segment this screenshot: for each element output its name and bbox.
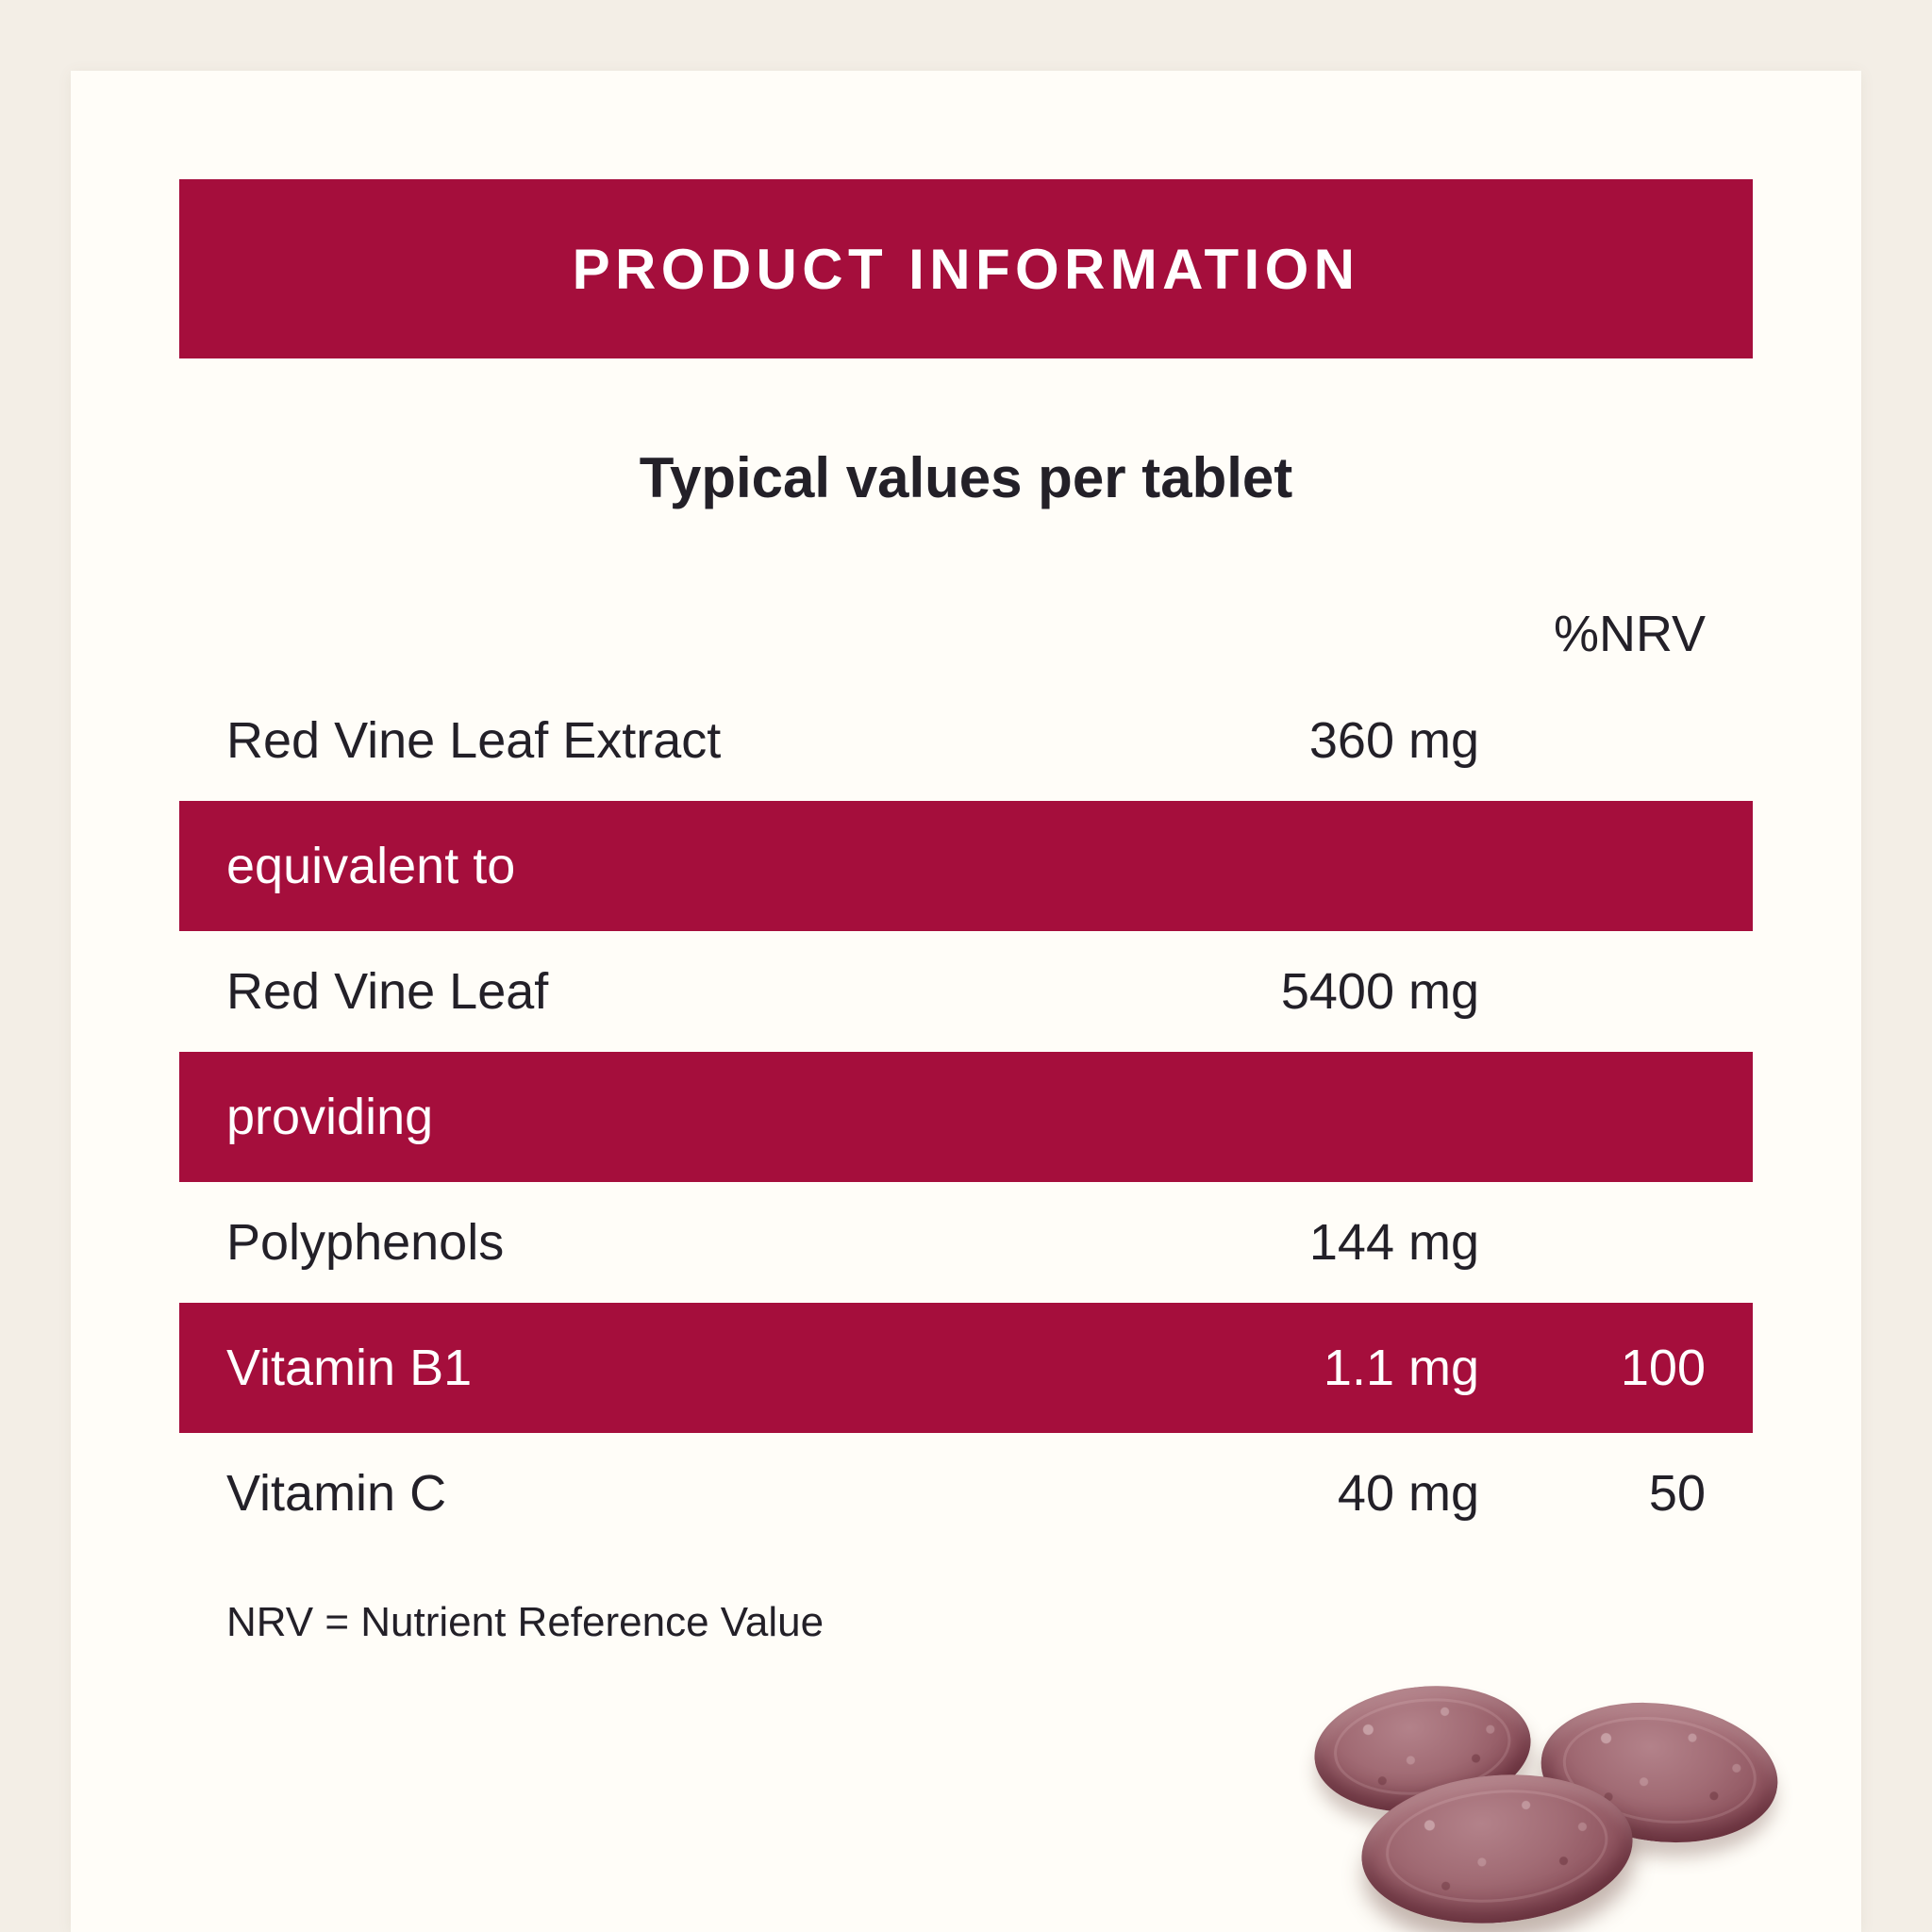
nrv-footnote: NRV = Nutrient Reference Value (226, 1599, 824, 1645)
label-content: PRODUCT INFORMATION Typical values per t… (179, 71, 1753, 1646)
row-label: Red Vine Leaf Extract (226, 712, 722, 769)
row-amount: 144 mg (1308, 1214, 1479, 1271)
table-row-red-vine-leaf: Red Vine Leaf 5400 mg (179, 931, 1753, 1052)
table-subtitle: Typical values per tablet (639, 446, 1293, 509)
table-row-polyphenols: Polyphenols 144 mg (179, 1182, 1753, 1303)
row-amount: 40 mg (1337, 1465, 1479, 1522)
header-banner: PRODUCT INFORMATION (179, 179, 1753, 358)
nrv-column-header: %NRV (1553, 606, 1706, 662)
band-label: equivalent to (226, 838, 516, 894)
row-label: Polyphenols (226, 1214, 505, 1271)
tablets-photo (1305, 1670, 1814, 1932)
band-providing: providing (179, 1052, 1753, 1182)
row-amount: 5400 mg (1280, 963, 1479, 1020)
nutrition-table: %NRV Red Vine Leaf Extract 360 mg equiva… (179, 559, 1753, 1554)
band-equivalent-to: equivalent to (179, 801, 1753, 931)
row-amount: 360 mg (1308, 712, 1479, 769)
band-label: providing (226, 1089, 434, 1145)
row-nrv: 50 (1648, 1465, 1706, 1522)
table-header-row: %NRV (179, 559, 1753, 680)
label-card: PRODUCT INFORMATION Typical values per t… (71, 71, 1861, 1932)
row-nrv: 100 (1620, 1340, 1706, 1396)
table-row-red-vine-leaf-extract: Red Vine Leaf Extract 360 mg (179, 680, 1753, 801)
row-label: Red Vine Leaf (226, 963, 549, 1020)
row-label: Vitamin B1 (226, 1340, 473, 1396)
table-row-vitamin-b1: Vitamin B1 1.1 mg 100 (179, 1303, 1753, 1433)
row-amount: 1.1 mg (1323, 1340, 1479, 1396)
page-title: PRODUCT INFORMATION (572, 237, 1360, 301)
table-row-vitamin-c: Vitamin C 40 mg 50 (179, 1433, 1753, 1554)
row-label: Vitamin C (226, 1465, 447, 1522)
